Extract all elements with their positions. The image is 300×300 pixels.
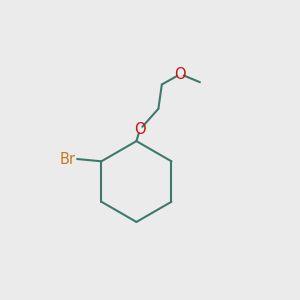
Text: Br: Br xyxy=(59,152,75,166)
Text: O: O xyxy=(134,122,146,137)
Text: O: O xyxy=(175,67,186,82)
